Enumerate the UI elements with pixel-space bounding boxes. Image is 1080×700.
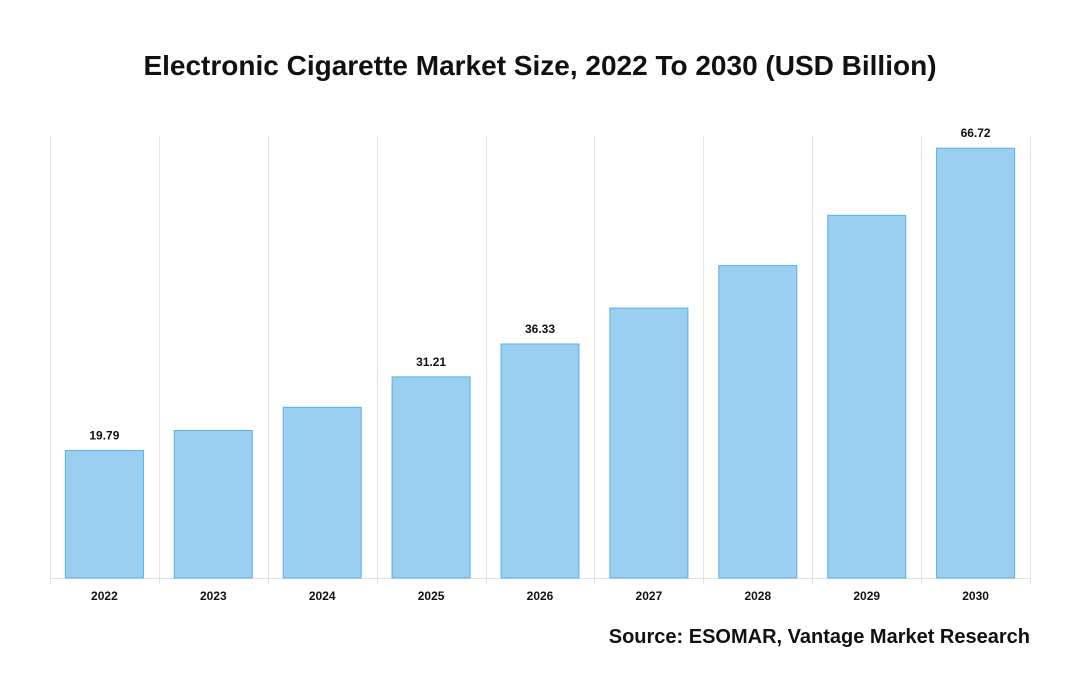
x-tick-label-2025: 2025 [418,589,445,603]
x-tick-label-2024: 2024 [309,589,336,603]
data-label-2022: 19.79 [89,429,119,443]
bar-2025 [391,376,471,579]
bar-2029 [827,214,907,579]
data-label-2030: 66.72 [961,126,991,140]
x-tick-label-2023: 2023 [200,589,227,603]
data-label-2025: 31.21 [416,355,446,369]
x-tick-label-2027: 2027 [636,589,663,603]
bar-2027 [609,307,689,579]
bar-2030 [936,147,1016,579]
x-tick-label-2030: 2030 [962,589,989,603]
x-tick-labels: 2022 2023 2024 2025 2026 2027 2028 2029 2030 [91,589,989,603]
x-tick-label-2026: 2026 [527,589,554,603]
x-tick-label-2028: 2028 [744,589,771,603]
chart-title: Electronic Cigarette Market Size, 2022 T… [143,50,937,81]
data-label-2026: 36.33 [525,322,555,336]
bar-2028 [718,265,798,579]
bar-2022 [64,450,144,579]
bar-2024 [282,406,362,579]
bar-2026 [500,343,580,579]
source-note: Source: ESOMAR, Vantage Market Research [608,626,1030,648]
x-tick-label-2022: 2022 [91,589,118,603]
bars [64,147,1016,579]
x-tick-label-2029: 2029 [853,589,880,603]
bar-2023 [173,430,253,579]
data-labels: 19.79 31.21 36.33 66.72 [89,126,991,442]
